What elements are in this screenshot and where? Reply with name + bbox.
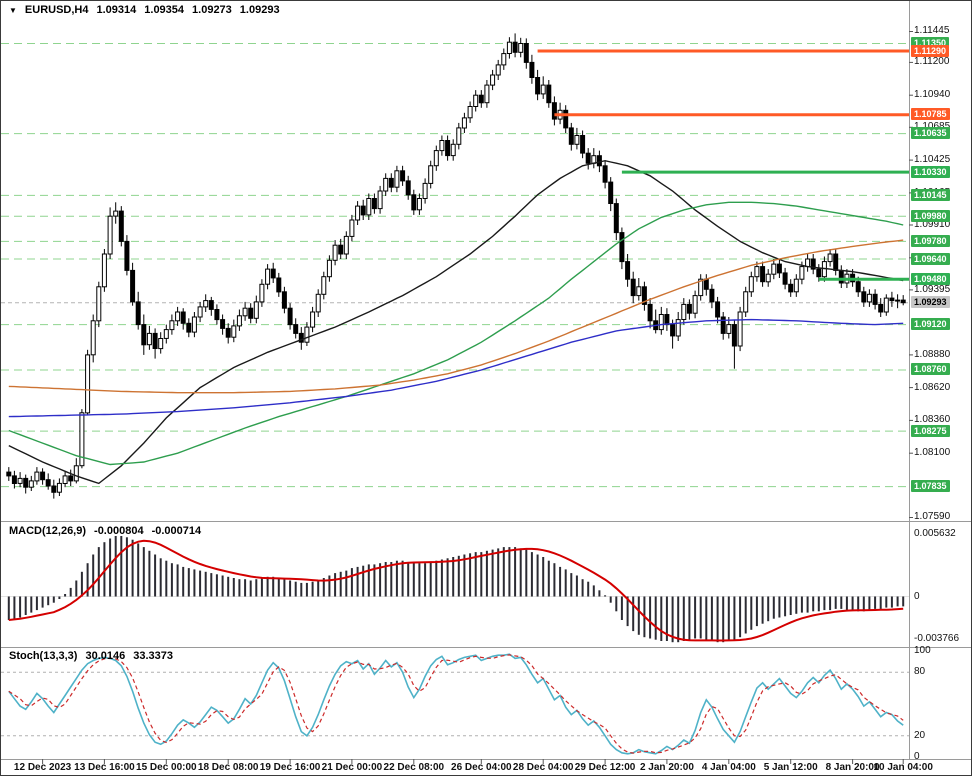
price-axis-label: 1.11445 (914, 25, 950, 37)
time-axis-label: 21 Dec 00:00 (321, 762, 383, 773)
ma-green-line (8, 201, 904, 466)
pane-divider-macd[interactable] (1, 518, 971, 525)
price-axis-label: 1.10940 (914, 89, 951, 101)
price-level-badge: 1.11290 (911, 44, 950, 57)
price-axis-label: 1.10425 (914, 154, 951, 166)
time-axis-label: 28 Dec 04:00 (512, 762, 574, 773)
price-level-badge: 1.09480 (911, 272, 950, 285)
ma-orange-line (8, 239, 904, 394)
macd-value: -0.000804 (94, 525, 144, 537)
macd-title: MACD(12,26,9) (9, 525, 87, 537)
macd-axis-zero-label: 0 (914, 590, 920, 602)
price-axis-label: 1.08880 (914, 348, 951, 360)
price-level-badge: 1.07835 (911, 480, 950, 493)
price-axis-label: 1.09910 (914, 219, 951, 230)
price-level-badge: 1.09640 (911, 252, 950, 265)
high-value: 1.09354 (144, 4, 185, 16)
stoch-axis-label: 0 (914, 751, 920, 762)
macd-signal-value: -0.000714 (151, 525, 202, 537)
price-axis-label: 1.09395 (914, 283, 951, 295)
macd-layer (1, 536, 909, 643)
time-axis-label: 5 Jan 12:00 (763, 762, 818, 773)
time-axis-label: 22 Dec 08:00 (383, 762, 445, 773)
stoch-d-value: 33.3373 (133, 650, 173, 662)
price-level-badge: 1.10330 (911, 165, 950, 178)
pane-divider-stoch[interactable] (1, 644, 971, 651)
low-value: 1.09273 (192, 4, 232, 16)
time-axis-label: 19 Dec 16:00 (259, 762, 321, 773)
price-axis-label: 1.11200 (914, 56, 950, 68)
separators (1, 1, 971, 760)
price-axis-label: 1.07590 (914, 511, 951, 523)
close-value: 1.09293 (239, 4, 280, 16)
price-level-badge: 1.10145 (911, 188, 950, 201)
macd-panel-header: MACD(12,26,9) -0.000804 -0.000714 (9, 525, 201, 537)
stoch-axis-label: 80 (914, 666, 926, 678)
current-price-badge: 1.09293 (911, 296, 950, 309)
price-axis-label: 1.08360 (914, 414, 951, 426)
time-axis-label: 15 Dec 00:00 (136, 762, 197, 773)
price-level-badge: 1.09120 (911, 318, 950, 331)
sr-lines-layer (537, 49, 909, 281)
time-axis-label: 13 Dec 16:00 (74, 762, 135, 773)
candles-layer (6, 33, 906, 499)
time-axis-label: 18 Dec 08:00 (197, 762, 259, 773)
price-level-badge: 1.09780 (911, 234, 950, 247)
price-level-badge: 1.10635 (911, 127, 950, 140)
chart-header: ▼ EURUSD,H4 1.09314 1.09354 1.09273 1.09… (9, 4, 280, 16)
time-axis-label: 10 Jan 04:00 (873, 762, 933, 773)
time-axis-label: 4 Jan 04:00 (701, 762, 756, 773)
time-axis-label: 12 Dec 2023 (13, 762, 72, 773)
ma-blue-line (8, 318, 904, 418)
level-lines-layer (1, 43, 909, 488)
time-ticks (42, 759, 904, 764)
open-value: 1.09314 (96, 4, 137, 16)
time-axis-label: 2 Jan 20:00 (639, 762, 694, 773)
ma-black-line (8, 159, 904, 485)
stoch-panel-header: Stoch(13,3,3) 30.0146 33.3373 (9, 650, 173, 662)
stoch-axis-label: 20 (914, 729, 926, 741)
time-axis-label: 26 Dec 04:00 (451, 762, 512, 773)
time-axis[interactable]: 12 Dec 2023 13 Dec 16:00 15 Dec 00:00 18 De… (1, 760, 971, 775)
stochastic-layer (1, 653, 909, 755)
price-level-badge: 1.08760 (911, 363, 950, 376)
stoch-axis-label: 100 (914, 645, 931, 656)
price-level-badge: 1.10785 (911, 108, 950, 121)
price-level-badge: 1.08275 (911, 424, 950, 437)
symbol-timeframe-label: EURUSD,H4 (24, 4, 89, 16)
chart-dropdown-icon[interactable]: ▼ (9, 5, 17, 15)
price-level-badge: 1.09980 (911, 209, 950, 222)
price-axis-label: 1.08620 (914, 381, 951, 393)
price-axis[interactable]: 1.11445 1.11200 1.10940 1.10685 1.10425 1.101… (910, 1, 971, 775)
time-axis-label: 29 Dec 12:00 (574, 762, 636, 773)
price-axis-label: 1.08100 (914, 447, 951, 459)
macd-axis-max-label: 0.005632 (914, 528, 956, 539)
time-axis-label: 8 Jan 20:00 (825, 762, 880, 773)
price-axis-label: 1.10685 (914, 121, 950, 132)
macd-axis-min-label: -0.003766 (914, 633, 960, 644)
stoch-k-value: 30.0146 (85, 650, 126, 662)
stoch-title: Stoch(13,3,3) (9, 650, 78, 662)
